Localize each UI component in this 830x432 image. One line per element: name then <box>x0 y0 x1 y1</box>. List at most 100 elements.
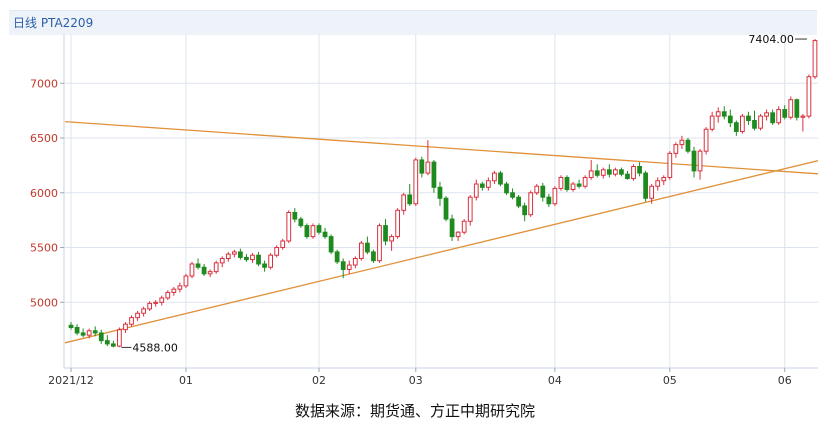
candle-body-down <box>340 261 346 270</box>
trendlines <box>64 120 818 344</box>
candle <box>117 327 122 348</box>
candle-body-up <box>413 159 419 205</box>
candle <box>334 249 340 264</box>
candle <box>534 184 540 195</box>
candle <box>812 39 818 79</box>
candle <box>691 146 697 178</box>
candle-body-down <box>546 196 552 205</box>
candle <box>98 329 104 344</box>
candle <box>153 300 159 307</box>
candle-body-down <box>782 109 788 118</box>
candle <box>740 113 745 134</box>
candle-body-up <box>165 291 171 299</box>
candle <box>625 170 630 180</box>
candle <box>613 167 618 177</box>
candle <box>733 120 739 136</box>
candle-body-up <box>679 139 685 146</box>
candle-body-down <box>80 332 86 336</box>
candle <box>244 254 249 262</box>
candle <box>425 140 431 176</box>
candle-body-down <box>110 343 116 347</box>
candle <box>746 111 751 125</box>
candle <box>788 96 794 120</box>
candle <box>685 138 691 154</box>
candle <box>492 170 497 185</box>
candle <box>92 326 98 337</box>
candle-body-up <box>558 176 564 189</box>
x-tick-label: 2021/12 <box>48 374 94 387</box>
candle <box>782 105 788 120</box>
candle <box>510 188 515 200</box>
candle-body-down <box>68 324 74 328</box>
candle-body-down <box>504 183 509 194</box>
candle-body-up <box>709 115 715 130</box>
candle-body-up <box>280 240 286 249</box>
x-tick-label: 02 <box>312 374 326 387</box>
candle-body-up <box>788 99 794 118</box>
candle-body-up <box>655 180 661 187</box>
candle <box>183 273 189 289</box>
y-axis: 5000 5500 6000 6500 7000 <box>30 34 65 368</box>
candle-body-up <box>588 170 594 178</box>
candle-body-up <box>401 194 407 211</box>
candle-body-up <box>425 161 431 174</box>
candle <box>552 186 558 206</box>
candle <box>776 106 782 125</box>
candle-body-down <box>746 115 751 122</box>
candle-body-down <box>371 251 376 262</box>
candle-body-down <box>564 176 570 191</box>
candle <box>637 162 642 177</box>
candle <box>673 142 679 158</box>
candle-body-up <box>703 128 709 152</box>
candle <box>201 263 207 277</box>
candle <box>419 156 425 178</box>
candle <box>68 322 74 330</box>
candle-body-up <box>377 225 382 262</box>
candle-body-down <box>195 263 201 268</box>
candle <box>165 290 171 301</box>
candle-body-up <box>141 308 146 314</box>
candle-body-down <box>262 263 267 268</box>
candle-body-down <box>606 169 612 175</box>
candle-body-down <box>104 340 110 345</box>
candle <box>455 231 461 241</box>
candle <box>649 184 655 204</box>
candle <box>703 127 709 155</box>
candle-body-down <box>98 332 104 342</box>
candle <box>485 177 491 191</box>
candle-body-up <box>485 180 491 188</box>
candle-body-up <box>758 115 763 129</box>
candlestick-chart: 5000 5500 6000 6500 7000 2021/12 01 02 03 04 05 06… <box>30 33 818 387</box>
candle <box>770 109 776 125</box>
candles <box>68 39 818 348</box>
candle-body-up <box>129 317 134 325</box>
candle-body-down <box>431 161 437 188</box>
candle <box>346 260 352 274</box>
candle <box>709 111 715 132</box>
candle-body-up <box>467 196 473 222</box>
candle-body-down <box>238 251 243 258</box>
candle <box>171 286 177 296</box>
candle <box>564 175 570 192</box>
candle-body-down <box>304 225 310 238</box>
candle-body-up <box>461 220 467 233</box>
grid-lines <box>64 34 818 368</box>
candle-body-up <box>231 251 237 255</box>
candle-body-up <box>159 297 165 303</box>
candle <box>528 190 534 217</box>
candle <box>238 248 243 260</box>
candle-body-down <box>727 115 733 124</box>
candle-body-up <box>492 172 497 182</box>
candle <box>576 179 582 189</box>
candle-body-down <box>594 170 600 176</box>
candle <box>377 223 382 263</box>
candle-body-up <box>207 271 213 275</box>
candle <box>371 249 376 263</box>
candle-body-down <box>328 236 334 253</box>
candle <box>129 315 134 327</box>
candle-body-down <box>74 326 80 334</box>
trendline <box>64 160 818 344</box>
candle <box>667 151 673 180</box>
candle-body-up <box>346 264 352 270</box>
candle-body-up <box>715 111 721 117</box>
